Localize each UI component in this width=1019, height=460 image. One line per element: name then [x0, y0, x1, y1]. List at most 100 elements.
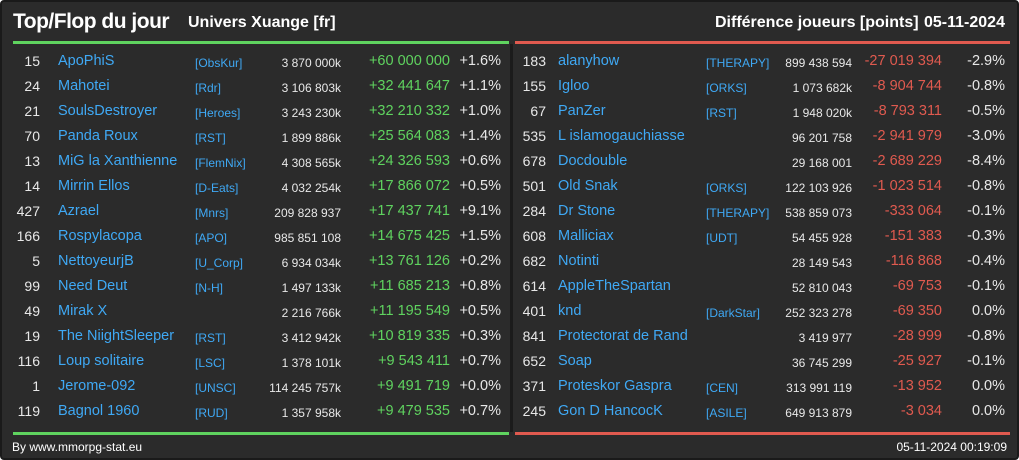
- player-points: 2 216 766k: [281, 306, 341, 320]
- percent-change: +0.5%: [459, 178, 501, 194]
- guild-tag-link[interactable]: [APO]: [195, 231, 228, 245]
- player-rank: 678: [522, 153, 546, 169]
- player-points: 3 419 977: [798, 331, 852, 345]
- guild-tag-link[interactable]: [RUD]: [195, 406, 228, 420]
- player-rank: 67: [530, 103, 546, 119]
- table-row: 183 alanyhow [THERAPY] 899 438 594 -27 019 3…: [513, 49, 1017, 74]
- table-row: 155 Igloo [ORKS] 1 073 682k -8 904 744 -0.8%: [513, 74, 1017, 99]
- percent-change: +0.8%: [459, 278, 501, 294]
- player-name-link[interactable]: Need Deut: [58, 278, 128, 294]
- player-rank: 183: [522, 53, 546, 69]
- player-name-link[interactable]: knd: [558, 303, 582, 319]
- guild-tag-link[interactable]: [THERAPY]: [706, 206, 770, 220]
- guild-tag-link[interactable]: [Heroes]: [195, 106, 241, 120]
- table-row: 371 Proteskor Gaspra [CEN] 313 991 119 -13 9…: [513, 374, 1017, 399]
- player-name-link[interactable]: AppleTheSpartan: [558, 278, 671, 294]
- guild-tag-link[interactable]: [LSC]: [195, 356, 226, 370]
- bottom-divider-green: [13, 432, 509, 435]
- player-name-link[interactable]: Mirak X: [58, 303, 108, 319]
- player-name-link[interactable]: Rospylacopa: [58, 228, 142, 244]
- guild-tag-link[interactable]: [RST]: [195, 131, 226, 145]
- player-name-link[interactable]: ApoPhiS: [58, 53, 115, 69]
- guild-tag-link[interactable]: [RST]: [195, 331, 226, 345]
- points-difference: -25 927: [892, 353, 942, 369]
- guild-tag-link[interactable]: [ORKS]: [706, 81, 747, 95]
- player-name-link[interactable]: Old Snak: [558, 178, 618, 194]
- header-date: 05-11-2024: [924, 14, 1005, 31]
- player-rank: 535: [522, 128, 546, 144]
- player-points: 4 308 565k: [281, 156, 341, 170]
- player-name-link[interactable]: The NiightSleeper: [58, 328, 175, 344]
- player-name-link[interactable]: Jerome-092: [58, 378, 136, 394]
- player-name-link[interactable]: Proteskor Gaspra: [558, 378, 672, 394]
- guild-tag-link[interactable]: [ObsKur]: [195, 56, 243, 70]
- guild-tag-link[interactable]: [FlemNix]: [195, 156, 246, 170]
- guild-tag-link[interactable]: [U_Corp]: [195, 256, 244, 270]
- player-points: 209 828 937: [274, 206, 341, 220]
- player-name-link[interactable]: Mirrin Ellos: [58, 178, 130, 194]
- player-name-link[interactable]: Gon D HancocK: [558, 403, 663, 419]
- player-points: 54 455 928: [791, 231, 852, 245]
- percent-change: -0.4%: [967, 253, 1005, 269]
- points-difference: +10 819 335: [368, 328, 450, 344]
- points-difference: +11 685 213: [370, 278, 450, 294]
- points-difference: -8 904 744: [872, 78, 942, 94]
- guild-tag-link[interactable]: [DarkStar]: [706, 306, 761, 320]
- guild-tag-link[interactable]: [ASILE]: [706, 406, 747, 420]
- percent-change: +1.4%: [459, 128, 501, 144]
- player-name-link[interactable]: Dr Stone: [558, 203, 616, 219]
- guild-tag-link[interactable]: [THERAPY]: [706, 56, 770, 70]
- player-name-link[interactable]: SoulsDestroyer: [58, 103, 158, 119]
- player-points: 3 870 000k: [281, 56, 341, 70]
- points-difference: -69 753: [892, 278, 942, 294]
- player-points: 29 168 001: [791, 156, 852, 170]
- player-points: 1 378 101k: [281, 356, 341, 370]
- player-name-link[interactable]: Soap: [558, 353, 592, 369]
- player-points: 4 032 254k: [281, 181, 341, 195]
- guild-tag-link[interactable]: [Rdr]: [195, 81, 222, 95]
- player-name-link[interactable]: Igloo: [558, 78, 590, 94]
- player-name-link[interactable]: MiG la Xanthienne: [58, 153, 178, 169]
- player-name-link[interactable]: Azrael: [58, 203, 100, 219]
- points-difference: -333 064: [884, 203, 942, 219]
- percent-change: +0.7%: [459, 353, 501, 369]
- player-rank: 5: [32, 253, 40, 269]
- player-name-link[interactable]: Bagnol 1960: [58, 403, 140, 419]
- table-row: 535 L islamogauchiasse 96 201 758 -2 941 97…: [513, 124, 1017, 149]
- player-name-link[interactable]: Loup solitaire: [58, 353, 145, 369]
- guild-tag-link[interactable]: [ORKS]: [706, 181, 747, 195]
- guild-tag-link[interactable]: [UNSC]: [195, 381, 236, 395]
- player-name-link[interactable]: Malliciax: [558, 228, 614, 244]
- server-name: Univers Xuange [fr]: [188, 14, 336, 31]
- guild-tag-link[interactable]: [CEN]: [706, 381, 739, 395]
- player-points: 3 243 230k: [281, 106, 341, 120]
- table-row: 427 Azrael [Mnrs] 209 828 937 +17 437 741 +9.…: [2, 199, 510, 224]
- player-name-link[interactable]: Docdouble: [558, 153, 628, 169]
- player-rank: 99: [24, 278, 40, 294]
- player-points: 1 357 958k: [281, 406, 341, 420]
- table-row: 21 SoulsDestroyer [Heroes] 3 243 230k +32 21…: [2, 99, 510, 124]
- player-name-link[interactable]: NettoyeurjB: [58, 253, 134, 269]
- player-name-link[interactable]: PanZer: [558, 103, 606, 119]
- player-name-link[interactable]: Panda Roux: [58, 128, 138, 144]
- guild-tag-link[interactable]: [Mnrs]: [195, 206, 229, 220]
- points-difference: -2 689 229: [872, 153, 942, 169]
- percent-change: -0.1%: [967, 203, 1005, 219]
- guild-tag-link[interactable]: [UDT]: [706, 231, 738, 245]
- guild-tag-link[interactable]: [N-H]: [195, 281, 223, 295]
- guild-tag-link[interactable]: [RST]: [706, 106, 737, 120]
- player-rank: 19: [24, 328, 40, 344]
- player-name-link[interactable]: L islamogauchiasse: [558, 128, 685, 144]
- player-name-link[interactable]: Mahotei: [58, 78, 110, 94]
- player-name-link[interactable]: Protectorat de Rand: [558, 328, 688, 344]
- player-name-link[interactable]: Notinti: [558, 253, 600, 269]
- player-rank: 116: [17, 353, 40, 369]
- percent-change: +0.2%: [459, 253, 501, 269]
- player-points: 985 851 108: [274, 231, 341, 245]
- guild-tag-link[interactable]: [D-Eats]: [195, 181, 239, 195]
- player-name-link[interactable]: alanyhow: [558, 53, 620, 69]
- player-rank: 14: [24, 178, 40, 194]
- player-points: 313 991 119: [786, 381, 852, 395]
- points-difference: -13 952: [892, 378, 942, 394]
